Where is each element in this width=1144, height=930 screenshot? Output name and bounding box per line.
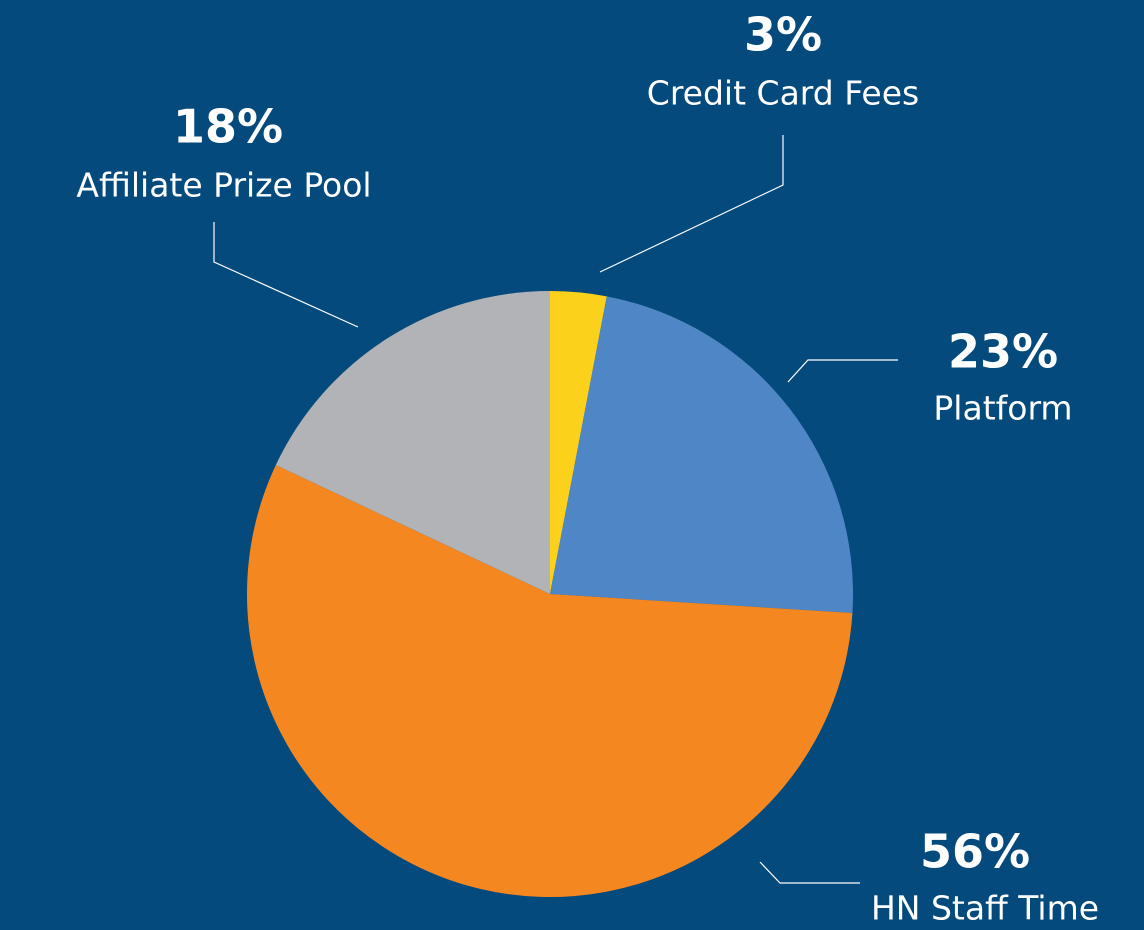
slice-name-label: Affiliate Prize Pool	[76, 166, 371, 205]
slice-value-label: 3%	[744, 8, 822, 62]
slice-name-label: Credit Card Fees	[647, 74, 919, 113]
leader-line	[787, 359, 898, 383]
pie-slice	[247, 464, 853, 897]
pie-slice	[275, 291, 550, 594]
leader-line	[599, 135, 784, 273]
slice-value-label: 56%	[920, 825, 1030, 879]
slice-value-label: 18%	[173, 100, 283, 154]
leader-line	[759, 861, 860, 884]
pie-slice	[550, 296, 853, 614]
slice-name-label: Platform	[933, 389, 1072, 428]
pie-slice	[550, 291, 607, 594]
leader-line	[213, 222, 359, 328]
slice-value-label: 23%	[948, 325, 1058, 379]
slice-name-label: HN Staff Time	[871, 889, 1099, 928]
